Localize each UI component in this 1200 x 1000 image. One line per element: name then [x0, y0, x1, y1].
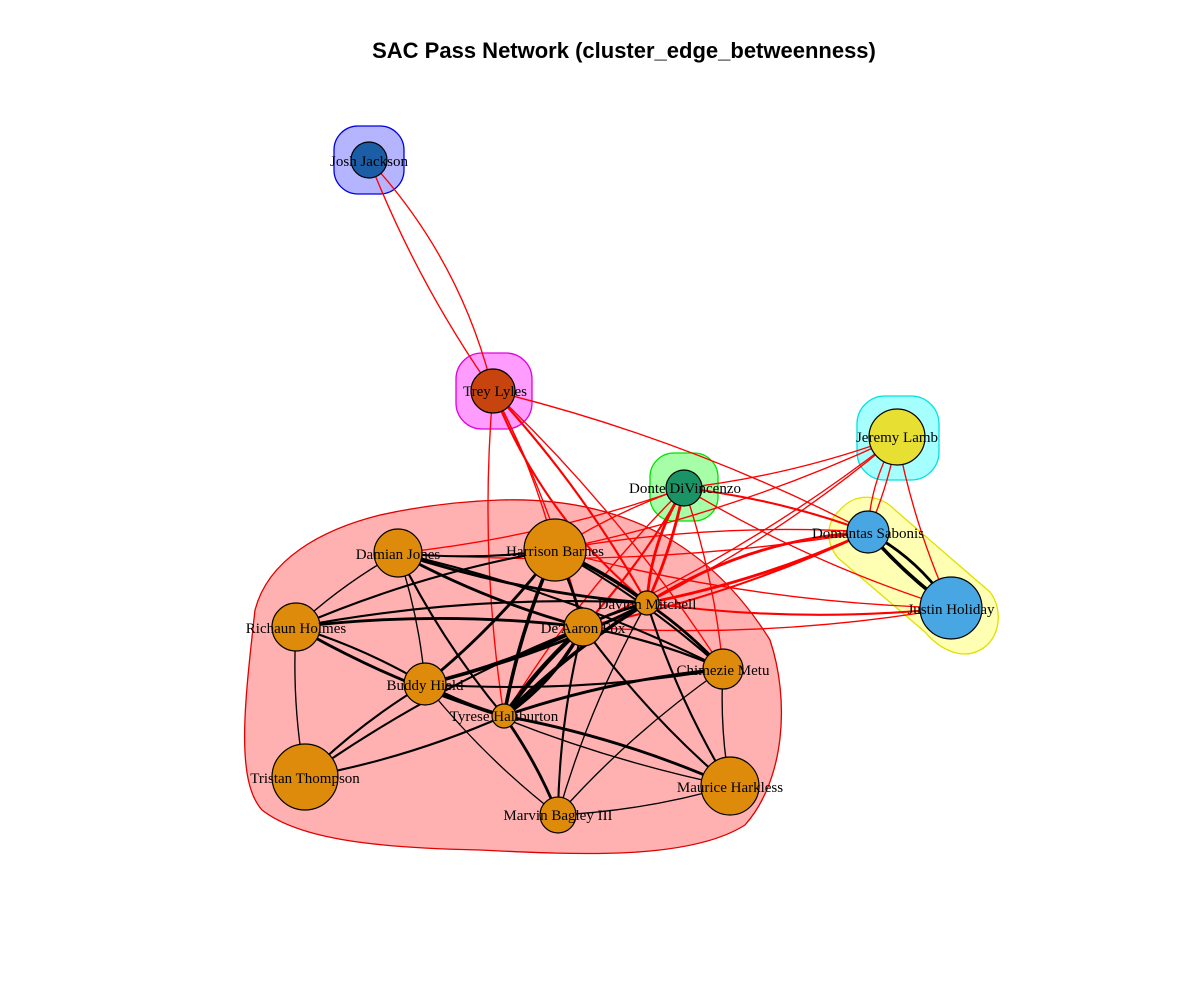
edge-buddy-hield-to-marvin-bagley-iii [424, 683, 559, 816]
node-marvin-bagley-iii [539, 796, 577, 834]
edge-trey-lyles-to-tyrese-haliburton [487, 390, 505, 717]
node-label-davion-mitchell: Davion Mitchell [598, 597, 697, 613]
edge-jeremy-lamb-to-harrison-barnes [554, 436, 898, 551]
edge-trey-lyles-to-davion-mitchell [492, 390, 648, 604]
edge-buddy-hield-to-chimezie-metu [424, 667, 724, 689]
label-layer: Josh Jackson Trey Lyles Donte DiVincenzo Je… [246, 154, 995, 824]
node-label-domantas-sabonis: Domantas Sabonis [812, 526, 924, 542]
edge-richaun-holmes-to-davion-mitchell [295, 600, 648, 629]
edge-trey-lyles-to-domantas-sabonis [492, 390, 869, 533]
edge-richaun-holmes-to-de-aaron-fox [295, 616, 584, 629]
node-layer [271, 141, 983, 834]
edge-tyrese-haliburton-to-maurice-harkless [503, 714, 731, 788]
edge-chimezie-metu-to-marvin-bagley-iii [557, 668, 724, 816]
edge-trey-lyles-to-chimezie-metu [492, 390, 724, 670]
edge-domantas-sabonis-to-harrison-barnes [554, 528, 869, 551]
edge-donte-divincenzo-to-domantas-sabonis [683, 486, 869, 533]
node-label-richaun-holmes: Richaun Holmes [246, 621, 347, 637]
node-label-de-aaron-fox: De'Aaron Fox [541, 621, 626, 637]
node-label-jeremy-lamb: Jeremy Lamb [856, 430, 938, 446]
edge-damian-jones-to-davion-mitchell [397, 551, 648, 605]
node-harrison-barnes [523, 518, 587, 582]
node-richaun-holmes [271, 602, 321, 652]
node-justin-holiday [919, 576, 983, 640]
node-damian-jones [373, 528, 423, 578]
edge-davion-mitchell-to-tyrese-haliburton [502, 601, 648, 718]
node-label-harrison-barnes: Harrison Barnes [506, 544, 604, 560]
node-trey-lyles [470, 368, 516, 414]
edge-domantas-sabonis-to-davion-mitchell [646, 530, 869, 605]
node-buddy-hield [403, 662, 447, 706]
node-label-tyrese-haliburton: Tyrese Haliburton [450, 709, 559, 725]
edge-jeremy-lamb-to-davion-mitchell [646, 436, 898, 604]
node-domantas-sabonis [846, 510, 890, 554]
node-label-maurice-harkless: Maurice Harkless [677, 780, 783, 796]
node-davion-mitchell [634, 590, 660, 616]
node-label-trey-lyles: Trey Lyles [463, 384, 527, 400]
node-label-donte-divincenzo: Donte DiVincenzo [629, 481, 741, 497]
edge-donte-divincenzo-to-chimezie-metu [683, 487, 724, 670]
edge-trey-lyles-to-davion-mitchell [492, 390, 648, 604]
node-label-chimezie-metu: Chimezie Metu [677, 663, 770, 679]
node-chimezie-metu [702, 648, 744, 690]
edge-davion-mitchell-to-marvin-bagley-iii [557, 602, 648, 816]
edge-buddy-hield-to-maurice-harkless [424, 683, 731, 787]
node-josh-jackson [350, 141, 388, 179]
node-label-marvin-bagley-iii: Marvin Bagley III [503, 808, 612, 824]
edge-josh-jackson-to-trey-lyles [368, 159, 494, 392]
chart-title: SAC Pass Network (cluster_edge_betweenne… [372, 38, 876, 63]
edge-justin-holiday-to-davion-mitchell [646, 601, 952, 616]
node-label-josh-jackson: Josh Jackson [330, 154, 408, 170]
node-jeremy-lamb [868, 408, 926, 466]
node-de-aaron-fox [563, 607, 603, 647]
node-label-tristan-thompson: Tristan Thompson [250, 771, 360, 787]
edge-justin-holiday-to-harrison-barnes [554, 549, 952, 609]
node-tyrese-haliburton [491, 703, 517, 729]
node-donte-divincenzo [665, 469, 703, 507]
node-label-buddy-hield: Buddy Hield [386, 678, 464, 694]
edge-jeremy-lamb-to-de-aaron-fox [582, 436, 898, 628]
node-maurice-harkless [700, 756, 760, 816]
node-label-damian-jones: Damian Jones [356, 547, 441, 563]
edge-donte-divincenzo-to-de-aaron-fox [582, 487, 685, 628]
node-label-justin-holiday: Justin Holiday [907, 602, 995, 618]
edge-tyrese-haliburton-to-chimezie-metu [503, 667, 724, 718]
node-tristan-thompson [271, 743, 339, 811]
edge-davion-mitchell-to-buddy-hield [424, 601, 648, 686]
edge-harrison-barnes-to-richaun-holmes [295, 548, 556, 628]
edge-trey-lyles-to-josh-jackson [368, 159, 494, 392]
